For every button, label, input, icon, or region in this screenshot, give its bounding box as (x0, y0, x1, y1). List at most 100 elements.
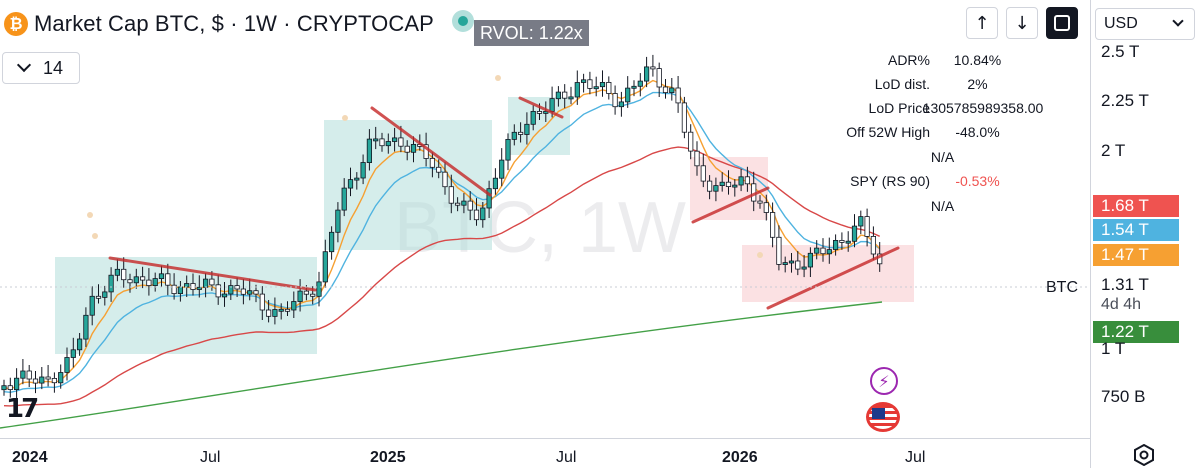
trendline (691, 186, 770, 224)
indicator-collapse-button[interactable]: 14 (2, 52, 80, 84)
candle-body (108, 274, 114, 293)
candle-body (89, 295, 95, 316)
symbol-title[interactable]: Market Cap BTC, $ · 1W · CRYPTOCAP (34, 11, 434, 36)
price-label: 1 T (1101, 339, 1126, 358)
currency-selector[interactable]: USD (1095, 8, 1195, 40)
candle-body (152, 278, 158, 287)
candle-body (228, 285, 234, 295)
price-label: 2 T (1101, 141, 1126, 160)
candle-body (820, 247, 826, 255)
candle-body (95, 295, 102, 299)
stat-row-lod-price: LoD Price 1305785989358.00 (800, 100, 1090, 120)
indicator-dot-icon[interactable] (452, 10, 474, 32)
candle-body (454, 202, 461, 206)
candle-body (234, 285, 240, 290)
candle-body (196, 286, 202, 290)
candle-body (555, 91, 562, 100)
fullscreen-button[interactable] (1046, 7, 1078, 39)
candle-body (45, 376, 51, 380)
candle-body (278, 308, 284, 312)
candle-body (385, 141, 391, 147)
time-label: 2024 (12, 449, 48, 466)
candle-body (650, 66, 656, 70)
candle-body (347, 179, 354, 189)
ema-mid-price-badge: 1.54 T (1093, 219, 1179, 241)
trendline (370, 106, 492, 197)
stat-value: -0.53% (955, 173, 1000, 189)
lightning-icon[interactable]: ⚡ (870, 367, 898, 395)
candle-body (631, 85, 637, 89)
signal-dot (757, 252, 763, 258)
stat-row-adr: ADR% 10.84% (800, 52, 1090, 72)
chart-area[interactable]: BTC, 1W (0, 0, 1090, 438)
stat-row-na-2: N/A (800, 198, 1090, 218)
candle-body (612, 93, 618, 108)
stat-label: LoD dist. (874, 76, 930, 92)
trendline (518, 96, 564, 119)
fullscreen-icon (1054, 15, 1070, 31)
candle-body (562, 91, 568, 99)
candle-body (858, 216, 864, 227)
candle-body (133, 276, 139, 284)
candle-body (637, 80, 643, 87)
candle-body (328, 231, 335, 253)
candle-body (656, 68, 662, 88)
candle-body (391, 137, 398, 142)
time-label: Jul (556, 449, 577, 466)
stat-value: 10.84% (953, 52, 1002, 68)
time-label: Jul (905, 449, 926, 466)
long-ma-line (0, 301, 883, 429)
candle-body (568, 96, 574, 100)
tradingview-logo-icon[interactable]: 17 (6, 394, 39, 424)
price-scale[interactable]: USD 2.5 T 2.25 T 2 T 1.68 T 1.54 T 1.47 … (1090, 0, 1200, 468)
signal-dot (92, 233, 98, 239)
candle-body (139, 276, 146, 281)
candle-body (247, 290, 253, 295)
candle-body (360, 162, 366, 179)
candle-body (518, 131, 524, 135)
arrow-down-button[interactable]: ↓ (1006, 7, 1038, 39)
rvol-label: RVOL: 1.22x (474, 20, 589, 46)
candle-body (536, 111, 543, 114)
candle-body (814, 247, 820, 254)
candle-body (826, 249, 832, 255)
candle-body (70, 349, 76, 358)
candle-body (442, 171, 448, 188)
stat-row-lod-dist: LoD dist. 2% (800, 76, 1090, 96)
time-axis[interactable]: 2024 Jul 2025 Jul 2026 Jul (0, 438, 1090, 468)
candle-body (499, 159, 505, 179)
price-label: 750 B (1101, 387, 1146, 406)
candle-body (738, 176, 744, 186)
candle-body (240, 288, 246, 295)
candle-body (341, 187, 347, 211)
signal-dot (342, 115, 348, 121)
candle-body (265, 309, 272, 317)
candle-body (354, 177, 360, 181)
candle-body (1, 385, 7, 391)
chart-header: ₿ Market Cap BTC, $ · 1W · CRYPTOCAP (4, 8, 434, 40)
candle-body (864, 216, 870, 237)
time-label: Jul (200, 449, 221, 466)
candle-body (64, 357, 70, 373)
candle-body (581, 79, 587, 83)
stat-row-spy-rs: SPY (RS 90) -0.53% (800, 173, 1090, 193)
candle-body (782, 262, 788, 266)
candle-body (77, 338, 83, 351)
candle-body (379, 138, 385, 147)
time-label: 2026 (722, 449, 758, 466)
chevron-down-icon (1172, 15, 1184, 27)
us-flag-icon[interactable] (866, 402, 900, 432)
candle-body (719, 181, 725, 186)
arrow-up-button[interactable]: ↑ (966, 7, 998, 39)
candle-body (625, 87, 631, 103)
candle-body (788, 260, 795, 264)
settings-icon[interactable] (1133, 444, 1155, 466)
candle-body (177, 286, 183, 294)
candle-body (669, 87, 675, 93)
ema-fast-price-badge: 1.47 T (1093, 244, 1179, 266)
candle-body (694, 150, 700, 167)
candle-body (839, 239, 845, 243)
candle-body (606, 82, 612, 94)
candle-body (851, 225, 858, 242)
candle-body (618, 101, 625, 108)
